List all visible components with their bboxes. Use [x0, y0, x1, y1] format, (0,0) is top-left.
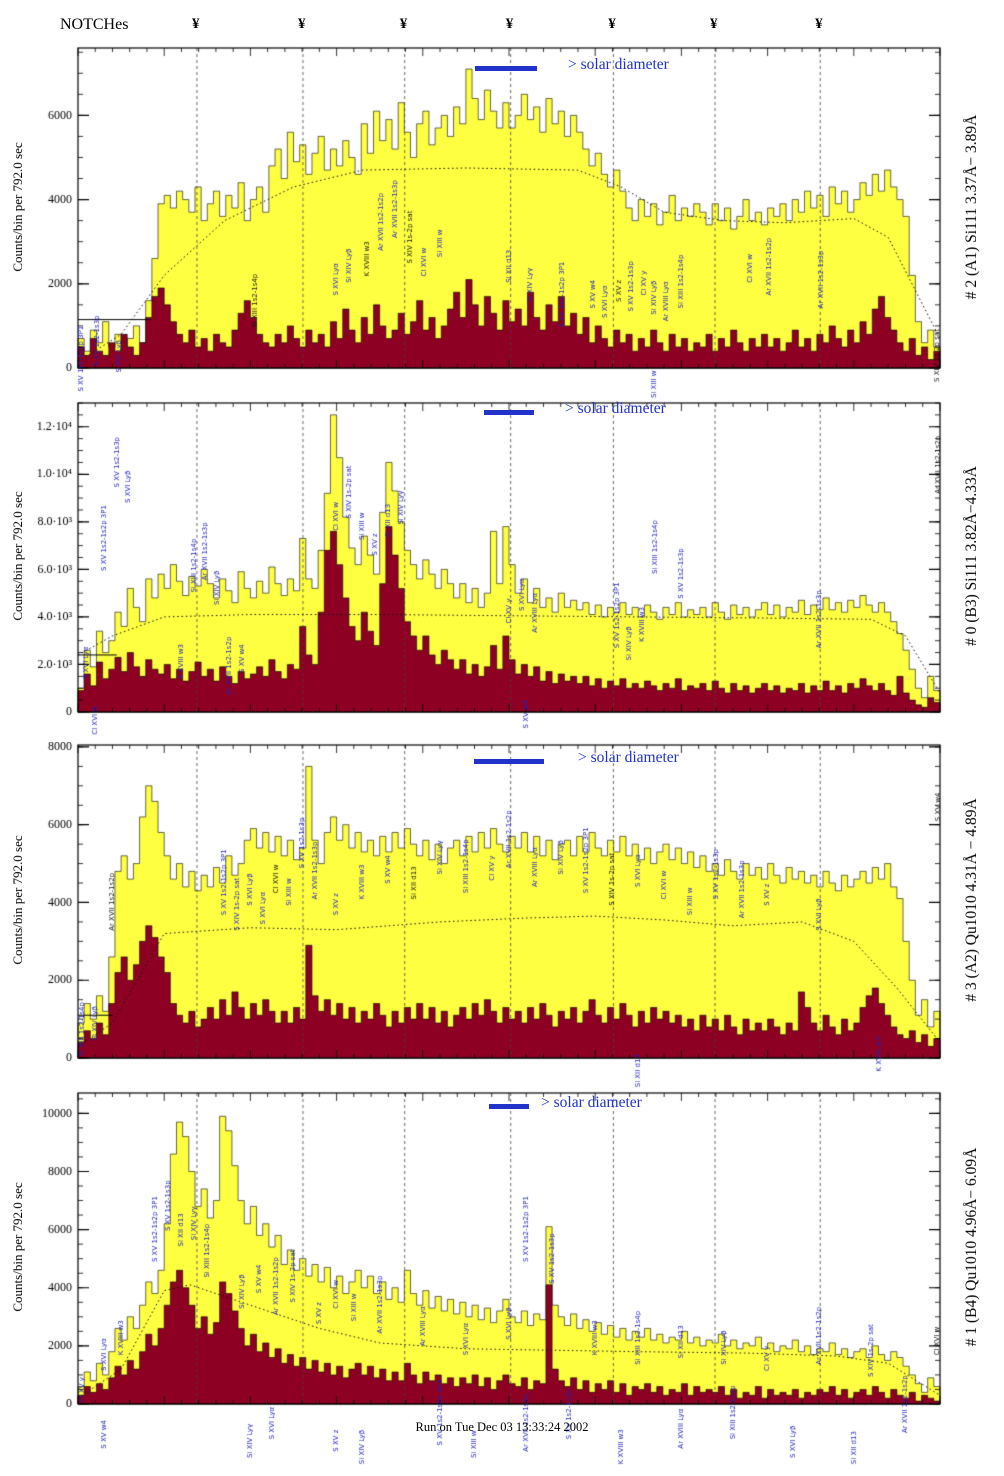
panel-plot-canvas	[0, 742, 1004, 1096]
solar-diameter-bar	[475, 66, 537, 71]
solar-diameter-bar	[489, 1104, 529, 1109]
solar-diameter-label: > solar diameter	[578, 749, 679, 766]
notch-marker: ¥	[608, 16, 616, 32]
panel-plot-canvas	[0, 45, 1004, 406]
solar-diameter-label: > solar diameter	[568, 56, 669, 73]
panel-qu1010-431-489: Counts/bin per 792.0 sec # 3 (A2) Qu1010…	[0, 742, 1004, 1096]
panel-id-label: # 1 (B4) Qu1010 4.96Å− 6.09Å	[963, 1147, 980, 1347]
solar-diameter-label: > solar diameter	[541, 1094, 642, 1111]
y-axis-title: Counts/bin per 792.0 sec	[10, 491, 25, 621]
notch-marker: ¥	[815, 16, 823, 32]
solar-diameter-bar	[484, 410, 534, 415]
panel-id-label: # 3 (A2) Qu1010 4.31Å − 4.89Å	[963, 798, 980, 1002]
notch-marker: ¥	[191, 16, 200, 32]
panel-si111-337-389: Counts/bin per 792.0 sec # 2 (A1) Si111 …	[0, 45, 1004, 406]
notches-label: NOTCHes	[60, 16, 129, 33]
notch-marker: ¥	[505, 16, 514, 32]
y-axis-title: Counts/bin per 792.0 sec	[10, 835, 25, 965]
solar-diameter-bar	[474, 759, 544, 764]
panel-id-label: # 0 (B3) Si111 3.82Å−4.33Å	[963, 466, 980, 646]
notch-marker: ¥	[710, 16, 718, 32]
notch-marker: ¥	[297, 16, 306, 32]
panel-qu1010-496-609: Counts/bin per 792.0 sec # 1 (B4) Qu1010…	[0, 1090, 1004, 1476]
panel-si111-382-433: Counts/bin per 792.0 sec # 0 (B3) Si111 …	[0, 400, 1004, 748]
panel-plot-canvas	[0, 1090, 1004, 1476]
solar-diameter-label: > solar diameter	[565, 400, 666, 417]
run-timestamp: Run on Tue Dec 03 13:33:24 2002	[415, 1420, 589, 1434]
panel-id-label: # 2 (A1) Si111 3.37Å− 3.89Å	[963, 114, 980, 299]
panel-plot-canvas	[0, 400, 1004, 748]
notch-marker: ¥	[399, 16, 408, 32]
y-axis-title: Counts/bin per 792.0 sec	[10, 141, 25, 272]
y-axis-title: Counts/bin per 792.0 sec	[10, 1182, 25, 1312]
